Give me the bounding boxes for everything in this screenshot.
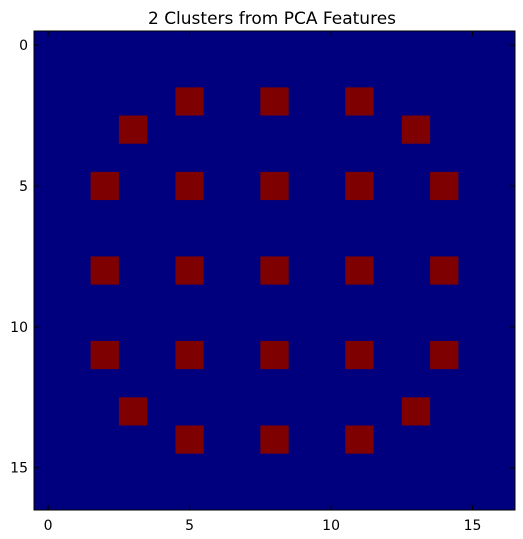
heatmap-cell	[260, 256, 289, 285]
heatmap-cell	[345, 340, 374, 370]
heatmap-cell	[175, 340, 204, 370]
heatmap-cell	[345, 256, 374, 285]
x-tick-label: 0	[44, 518, 53, 534]
x-tick-label: 10	[322, 518, 340, 534]
heatmap-cell	[345, 171, 374, 201]
y-axis: 0 5 10 15	[10, 38, 515, 477]
heatmap-cell	[90, 340, 119, 370]
heatmap-cell	[401, 115, 431, 144]
plot-frame	[33, 30, 516, 511]
heatmap-cell	[260, 87, 289, 116]
x-tick-label: 5	[185, 518, 194, 534]
heatmap-cell	[345, 87, 374, 116]
heatmap-cell	[118, 115, 148, 144]
heatmap-cell	[175, 425, 204, 454]
heatmap-cell	[430, 340, 459, 370]
heatmap-cell	[90, 256, 119, 285]
heatmap-cell	[175, 171, 204, 201]
y-tick-label: 0	[19, 38, 28, 54]
x-axis: 0 5 10 15	[44, 31, 482, 534]
chart-title: 2 Clusters from PCA Features	[148, 9, 396, 29]
plot-area	[33, 30, 516, 511]
x-tick-label: 15	[464, 518, 482, 534]
heatmap-cell	[175, 256, 204, 285]
heatmap-cell	[430, 171, 459, 201]
heatmap-cell	[345, 425, 374, 454]
y-tick-label: 10	[10, 320, 28, 336]
heatmap-cell	[401, 397, 431, 426]
heatmap-cell	[260, 340, 289, 370]
heatmap-cell	[90, 171, 119, 201]
heatmap-cell	[260, 425, 289, 454]
y-tick-label: 15	[10, 461, 28, 477]
heatmap-cell	[175, 87, 204, 116]
heatmap-cell	[118, 397, 148, 426]
heatmap-cell	[260, 171, 289, 201]
y-tick-label: 5	[19, 179, 28, 195]
heatmap-cell	[430, 256, 459, 285]
